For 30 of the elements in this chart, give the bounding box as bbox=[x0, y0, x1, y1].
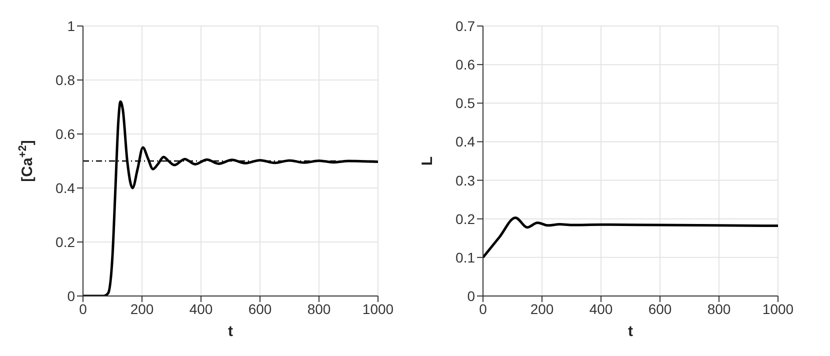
y-tick-label: 0.2 bbox=[456, 210, 476, 227]
x-tick-label: 600 bbox=[648, 300, 672, 317]
x-tick-label: 400 bbox=[189, 300, 213, 317]
y-tick-label: 0 bbox=[467, 288, 476, 304]
line-series bbox=[483, 216, 778, 259]
y-tick-label: 0.5 bbox=[456, 95, 476, 112]
y-tick-label: 0.6 bbox=[56, 126, 76, 142]
y-tick-label: 0 bbox=[67, 288, 76, 304]
x-tick-label: 600 bbox=[248, 300, 272, 317]
x-tick-label: 1000 bbox=[762, 300, 794, 317]
y-tick-label: 1 bbox=[67, 18, 76, 34]
y-tick-label: 0.7 bbox=[456, 18, 476, 34]
y-tick-label: 0.4 bbox=[456, 134, 476, 150]
x-tick-label: 800 bbox=[707, 300, 731, 317]
y-tick-label: 0.2 bbox=[56, 234, 76, 250]
x-tick-label: 200 bbox=[130, 300, 154, 317]
y-tick-label: 0.8 bbox=[56, 72, 76, 88]
y-tick-label: 0.1 bbox=[456, 249, 476, 266]
x-tick-label: 800 bbox=[307, 300, 331, 317]
x-tick-label: 1000 bbox=[362, 300, 394, 317]
x-axis-title: t bbox=[628, 323, 633, 340]
x-tick-label: 0 bbox=[79, 300, 88, 317]
y-tick-label: 0.4 bbox=[56, 180, 76, 196]
x-tick-label: 0 bbox=[479, 300, 488, 317]
x-tick-label: 400 bbox=[589, 300, 613, 317]
x-axis-title: t bbox=[228, 323, 233, 340]
y-axis-title: L bbox=[419, 156, 436, 166]
y-tick-label: 0.6 bbox=[456, 56, 476, 73]
y-tick-label: 0.3 bbox=[456, 172, 476, 188]
x-tick-label: 200 bbox=[530, 300, 554, 317]
